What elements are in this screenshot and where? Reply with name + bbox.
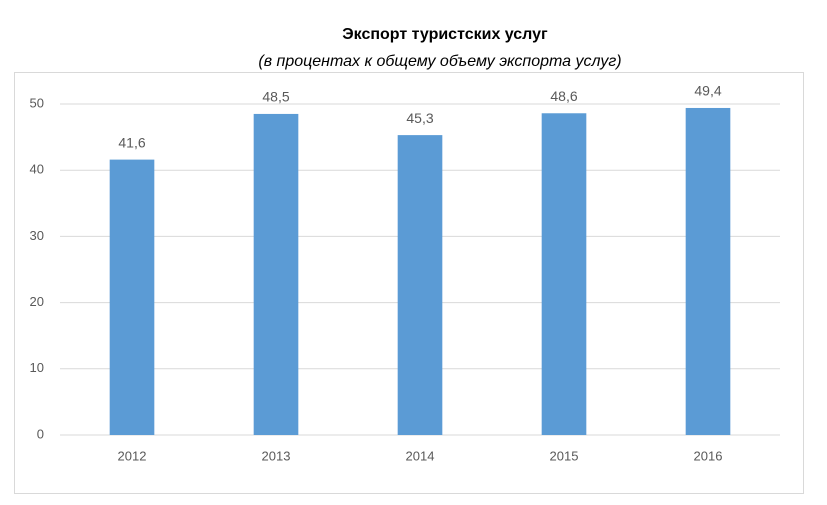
y-tick-label: 0 bbox=[37, 426, 44, 441]
x-tick-label: 2012 bbox=[118, 448, 147, 463]
x-tick-label: 2015 bbox=[550, 448, 579, 463]
chart-border bbox=[14, 72, 804, 494]
y-tick-label: 10 bbox=[30, 360, 44, 375]
bar bbox=[685, 107, 731, 436]
x-tick-label: 2013 bbox=[262, 448, 291, 463]
value-label: 48,5 bbox=[262, 89, 289, 105]
y-tick-label: 40 bbox=[30, 162, 44, 177]
y-tick-label: 50 bbox=[30, 95, 44, 110]
value-label: 49,4 bbox=[694, 83, 721, 99]
value-label: 45,3 bbox=[406, 110, 433, 126]
x-tick-label: 2014 bbox=[406, 448, 435, 463]
bar bbox=[541, 113, 587, 435]
bar bbox=[253, 113, 299, 436]
chart-title: Экспорт туристских услуг bbox=[342, 26, 548, 43]
bar bbox=[109, 159, 155, 435]
chart-subtitle: (в процентах к общему объему экспорта ус… bbox=[258, 53, 621, 70]
value-label: 48,6 bbox=[550, 88, 577, 104]
value-label: 41,6 bbox=[118, 134, 145, 150]
x-tick-label: 2016 bbox=[694, 448, 723, 463]
y-tick-label: 30 bbox=[30, 228, 44, 243]
bar bbox=[397, 135, 443, 435]
y-tick-label: 20 bbox=[30, 294, 44, 309]
